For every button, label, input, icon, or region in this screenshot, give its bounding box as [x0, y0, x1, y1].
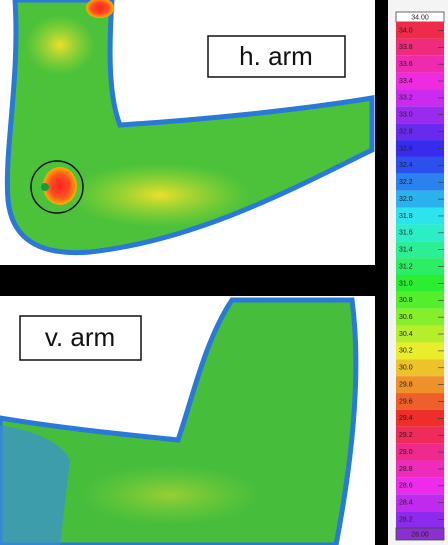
- scale-label: 30.0: [399, 365, 413, 372]
- scale-cell: [396, 275, 444, 292]
- scale-label: 32.0: [399, 196, 413, 203]
- scale-label: 29.2: [399, 432, 413, 439]
- scale-label: 32.6: [399, 145, 413, 152]
- marker: [41, 183, 49, 191]
- scale-label: 28.4: [399, 500, 413, 507]
- scale-label: 28.2: [399, 516, 413, 523]
- scale-cell: [396, 258, 444, 275]
- scale-min-box: [395, 527, 445, 541]
- scale-cell: [396, 241, 444, 259]
- scale-cell: [396, 409, 444, 427]
- scale-cell: [396, 443, 444, 461]
- scale-label: 29.6: [399, 398, 413, 405]
- scale-label: 31.0: [399, 280, 413, 287]
- scale-cell: [396, 426, 444, 444]
- scale-label: 33.2: [399, 95, 413, 102]
- scale-label: 32.8: [399, 128, 413, 135]
- scale-cell: [396, 55, 444, 73]
- scale-cell: [396, 89, 444, 107]
- scale-label: 31.8: [399, 213, 413, 220]
- label-box: [207, 35, 346, 78]
- scale-cell: [396, 38, 444, 56]
- scale-cell: [396, 460, 444, 478]
- scale-cell: [396, 156, 444, 174]
- scale-label: 28.6: [399, 483, 413, 490]
- scale-label: 31.6: [399, 230, 413, 237]
- scale-cell: [396, 511, 444, 528]
- scale-min: 28.00: [411, 531, 429, 538]
- hot-spot-circle: [30, 160, 84, 214]
- scale-cell: [396, 123, 444, 141]
- scale-cell: [396, 291, 444, 309]
- scale-cell: [396, 308, 444, 326]
- scale-label: 29.8: [399, 381, 413, 388]
- scale-cell: [396, 359, 444, 377]
- scale-max: 34.00: [411, 14, 429, 21]
- scale-cell: [396, 207, 444, 225]
- scale-cell: [396, 190, 444, 208]
- scale-cell: [396, 477, 444, 495]
- cool-area: [0, 425, 70, 545]
- warm-area: [25, 15, 95, 75]
- scale-label: 28.8: [399, 466, 413, 473]
- scale-label: 31.2: [399, 263, 413, 270]
- scale-label: 33.0: [399, 112, 413, 119]
- scale-cell: [396, 72, 444, 90]
- warm-area: [80, 465, 260, 525]
- scale-cell: [396, 393, 444, 410]
- label-box: [19, 315, 142, 361]
- scale-cell: [396, 22, 444, 39]
- panel-label: v. arm: [45, 322, 115, 352]
- scale-label: 33.6: [399, 61, 413, 68]
- scale-cell: [396, 342, 444, 360]
- scale-cells: 34.0 33.8 33.6 33.4 33.2 33.0 32.8 32.6 32.4 32.2…: [396, 22, 444, 528]
- scale-label: 30.4: [399, 331, 413, 338]
- scale-label: 33.8: [399, 44, 413, 51]
- scale-cell: [396, 494, 444, 512]
- scale-cell: [396, 376, 444, 394]
- panel-label: h. arm: [239, 41, 313, 71]
- hot-area: [86, 0, 114, 18]
- scale-label: 29.0: [399, 449, 413, 456]
- scale-label: 34.0: [399, 27, 413, 34]
- scale-label: 33.4: [399, 78, 413, 85]
- scale-cell: [396, 325, 444, 343]
- scale-label: 29.4: [399, 415, 413, 422]
- scale-label: 30.8: [399, 297, 413, 304]
- scale-cell: [396, 106, 444, 124]
- hot-spot: [43, 167, 77, 205]
- warm-area: [70, 163, 250, 227]
- scale-label: 30.2: [399, 348, 413, 355]
- scale-cell: [396, 173, 444, 191]
- scale-label: 32.4: [399, 162, 413, 169]
- scale-label: 31.4: [399, 247, 413, 254]
- scale-cell: [396, 140, 444, 157]
- scale-cell: [396, 224, 444, 242]
- scale-label: 32.2: [399, 179, 413, 186]
- scale-label: 30.6: [399, 314, 413, 321]
